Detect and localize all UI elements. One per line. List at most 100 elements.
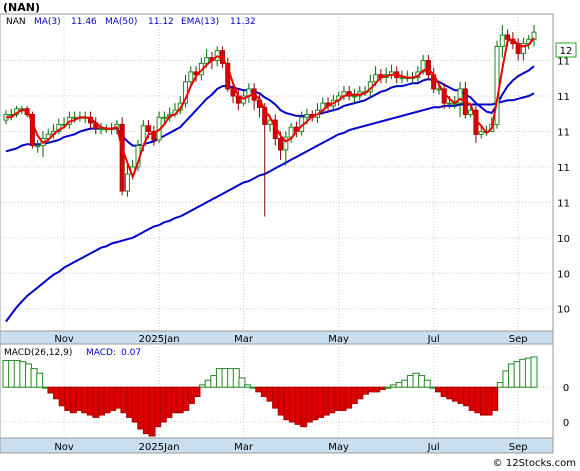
candle (119, 117, 125, 196)
macd-bar (395, 382, 403, 388)
macd-bar (232, 368, 240, 388)
macd-bar (64, 386, 72, 411)
candle-body (478, 130, 484, 135)
price-x-grid (63, 14, 519, 331)
macd-bar (221, 368, 229, 388)
candle-body (146, 125, 152, 132)
macd-bar (378, 386, 386, 391)
macd-bar (260, 386, 268, 397)
macd-legend: MACD(26,12,9) MACD: 0.07 (4, 348, 141, 358)
candle-body (436, 88, 442, 91)
macd-bar (367, 386, 375, 393)
macd-bar (53, 386, 61, 400)
candle (188, 66, 194, 87)
candle (351, 88, 357, 104)
macd-legend-title: MACD(26,12,9) (4, 348, 72, 358)
macd-bar (266, 386, 274, 402)
price-x-tick-label: Mar (234, 334, 254, 345)
macd-x-tick-label: Nov (54, 442, 74, 453)
macd-bar (81, 386, 89, 414)
candle-body (262, 106, 268, 125)
macd-bar (47, 386, 55, 394)
macd-bar (244, 384, 252, 388)
macd-bar (390, 384, 398, 388)
macd-bar (75, 386, 83, 411)
macd-bar (294, 386, 302, 425)
macd-bar (474, 386, 482, 414)
candle-body (35, 145, 41, 148)
macd-bar (69, 386, 77, 414)
macd-bar (249, 386, 257, 389)
macd-bar (131, 386, 139, 423)
candle-body (520, 43, 526, 54)
macd-bar (451, 386, 459, 402)
candle-body (151, 130, 157, 141)
price-x-tick-label: 2025Jan (139, 334, 180, 345)
candle-body (188, 71, 194, 83)
macd-bar (496, 382, 504, 388)
macd-bar (272, 386, 280, 409)
price-y-tick-label: 10 (557, 269, 570, 280)
candle (98, 122, 104, 135)
candle-body (499, 34, 505, 47)
macd-y-tick-label: 0 (563, 383, 569, 394)
price-y-tick-label: 10 (557, 305, 570, 316)
price-panel-frame (0, 13, 554, 332)
macd-bar (210, 375, 218, 388)
macd-bar (30, 368, 38, 388)
macd-y-tick-label: 0 (563, 418, 569, 429)
macd-bar (165, 386, 173, 418)
macd-bar (446, 386, 454, 400)
legend-ema13-value: 11.32 (230, 17, 256, 27)
macd-x-tick-label: Sep (509, 442, 528, 453)
macd-bar (508, 363, 516, 388)
macd-bar (8, 359, 16, 388)
candle-body (505, 34, 511, 40)
macd-x-tick-label: Jul (427, 442, 440, 453)
candle (262, 103, 268, 217)
macd-bar (491, 386, 499, 411)
macd-bar (519, 358, 527, 388)
macd-bar (457, 386, 465, 404)
macd-bar (429, 386, 437, 389)
ma3-series (6, 37, 535, 180)
copyright: © 12Stocks.com (493, 458, 576, 469)
macd-bar (418, 375, 426, 388)
macd-bar (288, 386, 296, 423)
macd-bar (199, 384, 207, 388)
ma50-line (5, 92, 535, 323)
macd-bar (148, 386, 156, 437)
macd-bar (485, 386, 493, 416)
macd-bar (109, 386, 117, 411)
macd-bar (361, 386, 369, 395)
macd-bar (2, 359, 10, 388)
legend-ma50-value: 11.12 (148, 17, 174, 27)
price-x-tick-label: Sep (509, 334, 528, 345)
macd-bar (13, 359, 21, 388)
macd-bar (58, 386, 66, 407)
candle-body (72, 116, 78, 119)
macd-bar (317, 386, 325, 418)
last-price-label: 12 (560, 46, 573, 57)
candle-body (399, 77, 405, 80)
macd-bar (255, 386, 263, 393)
macd-bar (204, 379, 212, 388)
macd-x-tick-label: 2025Jan (139, 442, 180, 453)
macd-legend-label: MACD: (86, 348, 116, 358)
macd-bar (154, 386, 162, 428)
legend-symbol: NAN (6, 17, 26, 27)
candle-body (230, 88, 236, 97)
price-x-axis-band (0, 330, 554, 345)
candle (499, 25, 505, 58)
macd-bar (24, 363, 32, 388)
macd-bar (142, 386, 150, 435)
candle-body (447, 102, 453, 105)
price-y-tick-label: 11 (557, 198, 570, 209)
macd-bar (513, 361, 521, 388)
candle (520, 37, 526, 61)
macd-bar (328, 386, 336, 414)
candle-body (351, 95, 357, 98)
chart-title: (NAN) (3, 1, 40, 14)
price-legend: NAN MA(3) 11.46 MA(50) 11.12 EMA(13) 11.… (6, 17, 256, 27)
